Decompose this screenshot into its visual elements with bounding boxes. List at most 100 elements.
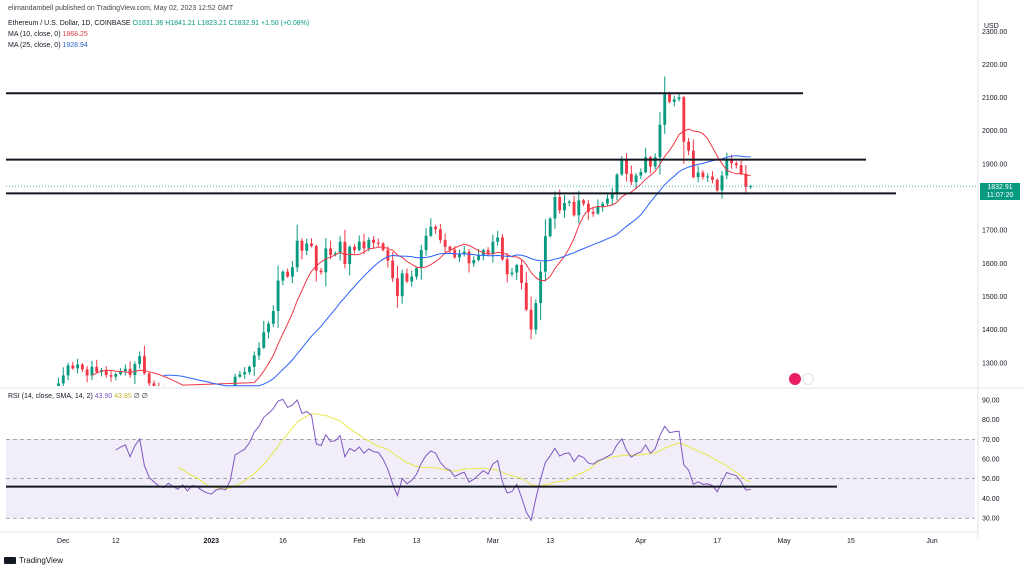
candle-body <box>80 364 84 370</box>
ma10-value: 1868.25 <box>62 31 88 38</box>
candle-body <box>357 241 361 251</box>
symbol-line: Ethereum / U.S. Dollar, 1D, COINBASE O18… <box>8 19 309 28</box>
candle-body <box>395 278 399 297</box>
time-tick-label: 12 <box>112 538 120 545</box>
price-tick-label: 1900.00 <box>982 161 1007 168</box>
candle-body <box>472 260 476 264</box>
last-price: 1832.91 <box>987 184 1013 191</box>
candle-body <box>653 157 657 167</box>
candle-body <box>586 203 590 212</box>
candle-body <box>133 364 137 376</box>
candle-body <box>367 239 371 249</box>
candle-body <box>109 375 113 377</box>
candle-body <box>353 246 356 251</box>
price-tick-label: 1300.00 <box>982 360 1007 367</box>
candle-body <box>281 271 285 281</box>
candle-body <box>601 203 605 207</box>
candle-body <box>510 272 514 275</box>
price-tick-label: 2300.00 <box>982 29 1007 36</box>
candle-body <box>66 365 70 376</box>
time-tick-label: 13 <box>413 538 421 545</box>
time-tick-label: 13 <box>546 538 554 545</box>
candle-body <box>486 250 490 254</box>
candle-body <box>95 366 99 373</box>
grid <box>0 0 1024 538</box>
candle-body <box>648 157 652 167</box>
symbol-title: Ethereum / U.S. Dollar, 1D, COINBASE <box>8 20 131 27</box>
candle-body <box>730 160 733 164</box>
rsi-tick-label: 50.00 <box>982 476 1000 483</box>
candle-body <box>477 255 480 261</box>
candle-body <box>248 366 251 373</box>
time-tick-label: 16 <box>279 538 287 545</box>
candle-body <box>744 173 748 187</box>
flash-event-icon[interactable] <box>789 373 801 385</box>
ma10-line <box>91 128 751 386</box>
candle-body <box>501 237 504 260</box>
candle-body <box>333 253 337 256</box>
moving-averages <box>91 128 751 387</box>
candle-body <box>711 176 714 180</box>
price-tick-label: 2200.00 <box>982 62 1007 69</box>
candle-body <box>715 179 719 191</box>
rsi-tick-label: 80.00 <box>982 417 1000 424</box>
ma10-legend[interactable]: MA (10, close, 0) 1868.25 <box>8 30 88 39</box>
rsi-tick-label: 30.00 <box>982 516 1000 523</box>
candle-body <box>348 246 352 264</box>
candle-body <box>558 197 562 211</box>
candle-body <box>372 239 375 243</box>
candle-body <box>682 97 686 142</box>
candle-body <box>615 174 619 194</box>
support-resistance-lines <box>6 92 978 195</box>
candle-body <box>142 356 146 374</box>
candle-body <box>119 371 122 375</box>
rsi-empty-values: ∅ ∅ <box>133 393 148 400</box>
candle-body <box>424 235 428 251</box>
candle-body <box>300 240 304 251</box>
candle-body <box>505 259 509 275</box>
rsi-ma-value: 43.85 <box>114 393 132 400</box>
candle-body <box>691 150 695 178</box>
ma25-legend[interactable]: MA (25, close, 0) 1928.94 <box>8 41 88 50</box>
candle-body <box>310 243 313 247</box>
candle-body <box>252 355 256 367</box>
candle-body <box>467 251 471 264</box>
candle-body <box>739 165 743 174</box>
tradingview-mark-icon <box>4 557 16 564</box>
candle-body <box>491 241 495 254</box>
candle-body <box>238 374 242 377</box>
time-tick-label: Mar <box>487 538 500 545</box>
price-tick-label: 1400.00 <box>982 327 1007 334</box>
candle-body <box>391 260 395 279</box>
candle-body <box>233 376 237 386</box>
candle-body <box>701 172 705 178</box>
candle-body <box>448 246 452 250</box>
rsi-band <box>6 438 975 519</box>
ohlc-low: L1823.21 <box>197 20 227 27</box>
time-tick-label: 17 <box>713 538 721 545</box>
candle-body <box>625 160 628 174</box>
publisher-line: elimandambell published on TradingView.c… <box>8 5 234 12</box>
ohlc-change: +1.50 (+0.08%) <box>260 20 310 27</box>
rsi-tick-label: 60.00 <box>982 457 1000 464</box>
tradingview-logo[interactable]: TradingView <box>4 556 63 565</box>
candle-body <box>677 97 681 100</box>
candle-body <box>543 236 547 272</box>
candle-body <box>539 271 543 304</box>
candle-body <box>415 267 418 277</box>
candle-body <box>606 198 609 204</box>
ohlc-close: C1832.91 <box>228 20 260 27</box>
us-flag-icon[interactable] <box>802 373 814 385</box>
ma25-line <box>163 155 751 387</box>
last-price-tag: 1832.91 11:07:20 <box>980 183 1020 200</box>
rsi-legend[interactable]: RSI (14, close, SMA, 14, 2) 43.90 43.85 … <box>8 392 148 401</box>
candle-body <box>438 229 442 241</box>
candle-body <box>410 276 414 282</box>
candle-body <box>104 370 108 376</box>
price-tick-label: 1700.00 <box>982 228 1007 235</box>
candle-body <box>458 254 461 258</box>
candle-body <box>90 366 94 376</box>
rsi-tick-label: 70.00 <box>982 437 1000 444</box>
ma10-label: MA (10, close, 0) <box>8 31 61 38</box>
